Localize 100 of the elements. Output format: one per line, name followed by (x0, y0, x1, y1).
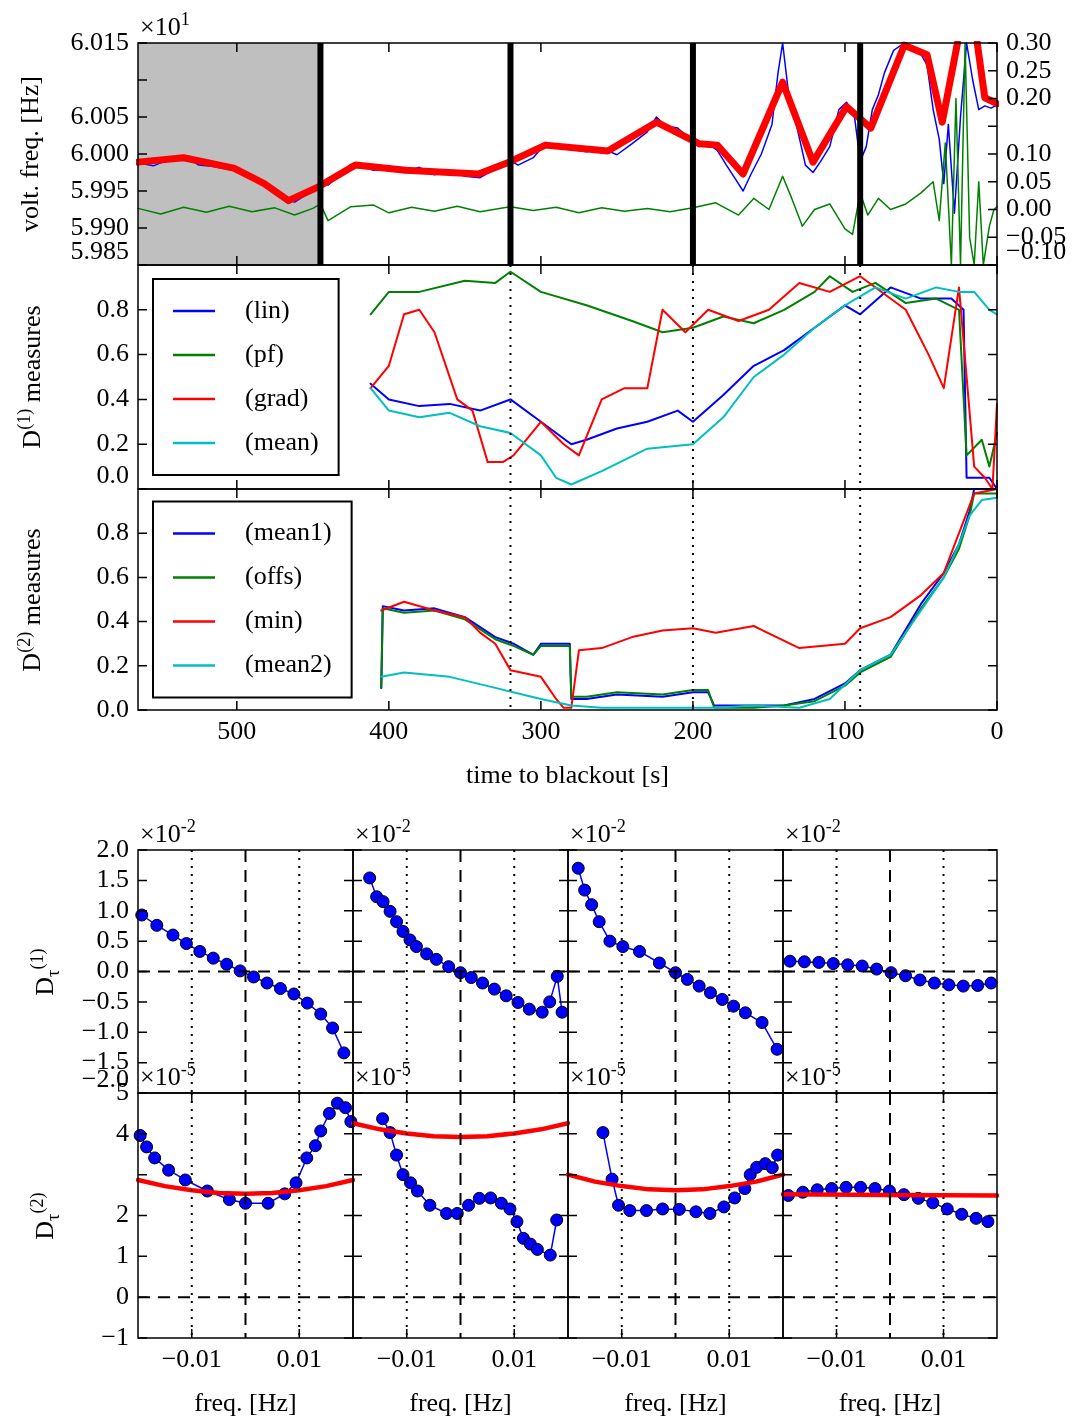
x-tick-label: 100 (825, 715, 865, 745)
point (162, 1163, 176, 1177)
point (639, 1204, 653, 1218)
point (612, 1198, 626, 1212)
y2-tick-label: 0.05 (1006, 165, 1052, 195)
point (616, 940, 630, 954)
point (150, 918, 164, 932)
point (300, 996, 314, 1010)
y-tick-label: 0.8 (96, 293, 129, 323)
point (689, 1205, 703, 1219)
point (423, 1198, 437, 1212)
point (940, 1202, 954, 1216)
point (289, 1176, 303, 1190)
point (585, 898, 599, 912)
point (503, 1202, 517, 1216)
point (913, 973, 927, 987)
y-tick-label: 0.2 (96, 649, 129, 679)
point (429, 952, 443, 966)
point (927, 976, 941, 990)
point (376, 895, 390, 909)
point (287, 987, 301, 1001)
y-tick-label: −0.5 (81, 985, 129, 1015)
point (338, 1101, 352, 1115)
point (206, 951, 220, 965)
point (261, 1196, 275, 1210)
x-tick-label: 300 (521, 715, 561, 745)
y-tick-label: 0.4 (96, 605, 129, 635)
point (680, 972, 694, 986)
point (409, 940, 423, 954)
point (300, 1151, 314, 1165)
point (703, 986, 717, 1000)
y-tick-label: −1.0 (81, 1016, 129, 1046)
point (476, 976, 490, 990)
y-tick-label: 0.2 (96, 428, 129, 458)
point (411, 1184, 424, 1198)
x-axis-title: freq. [Hz] (624, 1388, 727, 1417)
x-tick-label: −0.01 (591, 1343, 652, 1373)
point (855, 959, 869, 973)
point (632, 944, 646, 958)
x-tick-label: 0.01 (920, 1343, 967, 1373)
point (571, 861, 585, 875)
x-tick-label: 0.01 (276, 1343, 322, 1373)
point (839, 1180, 853, 1194)
point (596, 1126, 610, 1140)
point (420, 947, 434, 961)
point (396, 924, 410, 938)
point (314, 1007, 328, 1021)
legend-label: (offs) (245, 561, 303, 591)
y-tick-label: 0.0 (96, 693, 129, 723)
point (971, 978, 985, 992)
point (841, 958, 855, 972)
y-tick-label: 4 (116, 1117, 129, 1147)
y-tick-label: 6.000 (70, 137, 129, 167)
point (656, 1202, 670, 1216)
point (178, 1173, 192, 1187)
point (578, 883, 592, 897)
point (442, 960, 456, 974)
point (390, 915, 404, 929)
point (738, 1006, 752, 1020)
point (484, 1191, 498, 1205)
point (783, 954, 797, 968)
legend-label: (mean) (245, 426, 319, 456)
y-tick-label: 2.0 (96, 833, 129, 863)
legend-label: (min) (245, 605, 303, 635)
y-tick-label: 0.0 (96, 955, 129, 985)
point (326, 1021, 340, 1035)
legend-label: (grad) (245, 382, 309, 412)
point (166, 928, 180, 942)
point (494, 1196, 508, 1210)
point (812, 955, 826, 969)
x-tick-label: −0.01 (376, 1343, 437, 1373)
point (308, 1139, 322, 1153)
y-axis-title: volt. freq. [Hz] (15, 76, 44, 232)
point (260, 976, 274, 990)
point (603, 934, 617, 948)
x-axis-title: freq. [Hz] (409, 1388, 512, 1417)
point (499, 989, 513, 1003)
point (981, 1215, 995, 1229)
point (797, 955, 811, 969)
x-axis-title: time to blackout [s] (466, 760, 669, 789)
x-tick-label: −0.01 (161, 1343, 222, 1373)
point (450, 1206, 464, 1220)
y-tick-label: 0.6 (96, 338, 129, 368)
point (462, 1198, 476, 1212)
point (969, 1211, 983, 1225)
y-tick-label: 1 (116, 1240, 129, 1270)
point (472, 1191, 486, 1205)
point (854, 1180, 868, 1194)
point (220, 957, 234, 971)
legend-label: (mean1) (245, 517, 332, 547)
y2-tick-label: 0.00 (1006, 193, 1052, 223)
y-tick-label: 0.8 (96, 517, 129, 547)
point (383, 904, 397, 918)
point (487, 982, 501, 996)
point (703, 1206, 717, 1220)
y-tick-label: 0.6 (96, 561, 129, 591)
point (376, 1112, 390, 1126)
text: ×10$^{1}$ (140, 9, 190, 41)
y-tick-label: 6.015 (70, 26, 129, 56)
point (715, 992, 729, 1006)
